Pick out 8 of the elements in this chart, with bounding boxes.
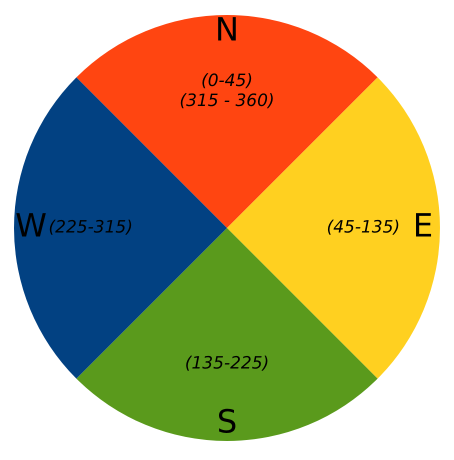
slice-label: S [216, 402, 238, 440]
slice-label: N [215, 10, 239, 48]
slice-label: W [15, 206, 47, 244]
slice-label: E [412, 206, 434, 244]
text: (45-135) [326, 217, 400, 238]
text: (225-315) [48, 217, 133, 238]
text: (135-225) [184, 354, 270, 374]
text: (0-45) (315 - 360) [179, 71, 275, 112]
